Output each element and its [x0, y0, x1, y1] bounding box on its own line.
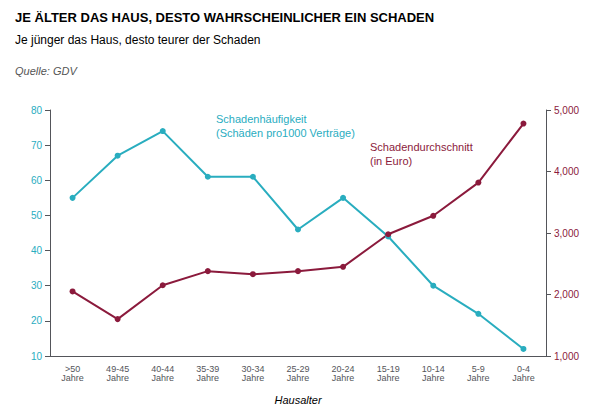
svg-text:30-34: 30-34 — [241, 363, 265, 374]
svg-text:JE ÄLTER DAS HAUS, DESTO WAHRS: JE ÄLTER DAS HAUS, DESTO WAHRSCHEINLICHE… — [15, 10, 434, 25]
svg-text:40-44: 40-44 — [151, 363, 175, 374]
svg-text:Jahre: Jahre — [332, 373, 355, 383]
svg-text:Schadenhäufigkeit: Schadenhäufigkeit — [216, 113, 307, 125]
svg-text:>50: >50 — [64, 363, 81, 374]
svg-text:Jahre: Jahre — [467, 373, 490, 383]
svg-text:(in Euro): (in Euro) — [370, 155, 412, 167]
svg-text:50: 50 — [31, 210, 43, 221]
svg-text:5-9: 5-9 — [471, 363, 485, 374]
svg-text:1,000: 1,000 — [554, 351, 579, 362]
svg-text:4,000: 4,000 — [554, 166, 579, 177]
svg-text:10-14: 10-14 — [421, 363, 445, 374]
svg-text:2,000: 2,000 — [554, 289, 579, 300]
svg-text:0-4: 0-4 — [516, 363, 530, 374]
svg-text:Jahre: Jahre — [512, 373, 535, 383]
svg-text:Jahre: Jahre — [287, 373, 310, 383]
svg-text:Je jünger das Haus, desto teur: Je jünger das Haus, desto teurer der Sch… — [15, 33, 260, 47]
svg-text:3,000: 3,000 — [554, 228, 579, 239]
svg-text:60: 60 — [31, 175, 43, 186]
svg-text:(Schäden pro1000 Verträge): (Schäden pro1000 Verträge) — [216, 127, 355, 139]
svg-text:Jahre: Jahre — [106, 373, 129, 383]
svg-text:10: 10 — [31, 351, 43, 362]
svg-text:70: 70 — [31, 140, 43, 151]
svg-text:Jahre: Jahre — [151, 373, 174, 383]
svg-text:Jahre: Jahre — [422, 373, 445, 383]
svg-text:20-24: 20-24 — [331, 363, 355, 374]
svg-text:5,000: 5,000 — [554, 105, 579, 116]
svg-text:25-29: 25-29 — [286, 363, 310, 374]
svg-text:40: 40 — [31, 245, 43, 256]
svg-text:35-39: 35-39 — [196, 363, 220, 374]
svg-text:Jahre: Jahre — [61, 373, 84, 383]
svg-text:Schadendurchschnitt: Schadendurchschnitt — [370, 141, 473, 153]
svg-text:15-19: 15-19 — [376, 363, 400, 374]
svg-text:30: 30 — [31, 280, 43, 291]
svg-text:Jahre: Jahre — [197, 373, 220, 383]
svg-text:Jahre: Jahre — [242, 373, 265, 383]
svg-text:20: 20 — [31, 315, 43, 326]
svg-text:Jahre: Jahre — [377, 373, 400, 383]
svg-text:Hausalter: Hausalter — [274, 394, 322, 406]
svg-text:80: 80 — [31, 105, 43, 116]
svg-text:Quelle: GDV: Quelle: GDV — [15, 65, 78, 77]
svg-text:49-45: 49-45 — [106, 363, 130, 374]
